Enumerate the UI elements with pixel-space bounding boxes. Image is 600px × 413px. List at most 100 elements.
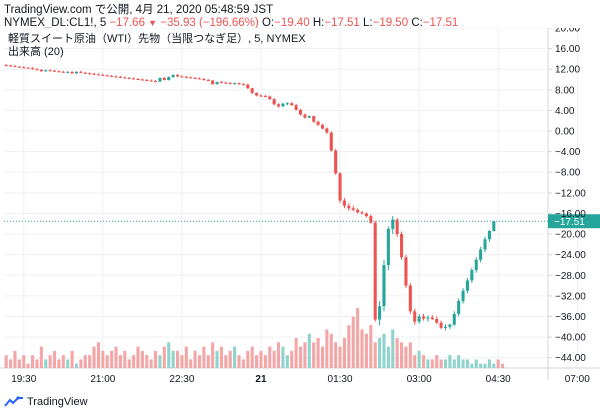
volume-bar xyxy=(83,355,87,368)
volume-bar xyxy=(404,346,408,368)
candle-body xyxy=(430,317,434,320)
volume-bar xyxy=(154,350,158,368)
candle-body xyxy=(329,132,333,151)
candle-body xyxy=(400,234,404,258)
candle-body xyxy=(162,77,166,81)
candle-body xyxy=(219,82,223,84)
volume-bar xyxy=(334,342,338,368)
candle-body xyxy=(246,84,250,89)
price-chart[interactable]: 軽質スイート原油（WTI）先物（当限つなぎ足）, 5, NYMEX 出来高 (2… xyxy=(0,28,600,392)
volume-bar xyxy=(26,363,30,368)
volume-bar xyxy=(474,359,478,368)
candle-body xyxy=(180,76,184,78)
x-tick-label: 07:00 xyxy=(565,374,590,385)
volume-bar xyxy=(114,346,118,368)
x-tick-label: 19:30 xyxy=(11,374,36,385)
candle-body xyxy=(83,72,87,74)
volume-bar xyxy=(457,355,461,368)
volume-bar xyxy=(382,333,386,368)
volume-bar xyxy=(61,355,65,368)
volume-bar xyxy=(70,350,74,368)
volume-bar xyxy=(52,350,57,368)
close-label: C: xyxy=(411,17,423,29)
candle-body xyxy=(448,324,452,327)
volume-bar xyxy=(285,355,289,368)
volume-bar xyxy=(259,350,263,368)
candle-body xyxy=(171,74,175,77)
candle-body xyxy=(435,319,439,323)
volume-bar xyxy=(175,350,180,368)
volume-bars xyxy=(4,308,505,368)
volume-bar xyxy=(452,359,456,368)
volume-bar xyxy=(487,359,491,368)
series-title: 軽質スイート原油（WTI）先物（当限つなぎ足）, 5, NYMEX xyxy=(8,31,306,45)
candle-body xyxy=(461,290,465,302)
volume-bar xyxy=(202,346,206,368)
candle-body xyxy=(347,205,351,209)
y-tick-label: −4.00 xyxy=(555,147,581,158)
y-tick-label: −40.00 xyxy=(555,333,586,344)
footer: TradingView xyxy=(0,394,600,413)
low-value: −19.50 xyxy=(372,17,409,29)
candle-body xyxy=(154,81,158,83)
candle-body xyxy=(492,221,496,231)
volume-bar xyxy=(303,342,307,368)
candle-body xyxy=(351,208,355,210)
change-value: −35.93 (−196.66%) xyxy=(160,17,259,29)
candle-body xyxy=(105,75,109,77)
volume-bar xyxy=(241,359,245,368)
candle-body xyxy=(96,74,100,76)
tradingview-icon xyxy=(4,396,23,407)
volume-bar xyxy=(17,359,21,368)
close-value: −17.51 xyxy=(422,17,459,29)
candle-body xyxy=(193,77,197,79)
volume-bar xyxy=(369,325,373,368)
symbol-label: NYMEX_DL:CL1!, 5 xyxy=(4,17,107,29)
candlesticks xyxy=(4,64,496,331)
volume-bar xyxy=(298,346,303,368)
tradingview-logo[interactable]: TradingView xyxy=(4,396,88,408)
volume-bar xyxy=(492,363,496,368)
volume-bar xyxy=(167,342,171,368)
volume-bar xyxy=(22,355,26,368)
candle-body xyxy=(298,109,303,115)
candle-body xyxy=(211,80,215,85)
candle-body xyxy=(132,78,136,80)
candle-body xyxy=(136,79,140,80)
volume-bar xyxy=(364,333,368,368)
candle-body xyxy=(13,66,17,68)
volume-bar xyxy=(501,363,505,368)
candle-body xyxy=(149,80,153,82)
volume-bar xyxy=(123,350,127,368)
y-tick-label: −32.00 xyxy=(555,291,586,302)
volume-bar xyxy=(219,346,223,368)
chart-header: TradingView.com で公開, 4月 21, 2020 05:48:5… xyxy=(0,0,600,34)
candle-body xyxy=(22,67,26,69)
volume-bar xyxy=(307,333,311,368)
volume-bar xyxy=(347,325,351,368)
volume-bar xyxy=(162,346,166,368)
y-tick-label: −16.00 xyxy=(555,209,586,220)
volume-bar xyxy=(400,342,404,368)
volume-bar xyxy=(417,350,421,368)
volume-bar xyxy=(386,346,390,368)
candle-body xyxy=(281,103,285,107)
time-axis[interactable]: 19:30 21:00 22:30 21 01:30 03:00 04:30 07:00 xyxy=(11,374,590,385)
candle-body xyxy=(457,301,461,314)
ohlc-summary: NYMEX_DL:CL1!, 5 −17.66 ▼ −35.93 (−196.6… xyxy=(4,16,458,30)
volume-bar xyxy=(250,346,254,368)
candle-body xyxy=(373,222,377,320)
volume-bar xyxy=(88,355,92,368)
volume-bar xyxy=(149,359,153,368)
volume-bar xyxy=(228,350,232,368)
candle-body xyxy=(360,212,364,214)
candle-body xyxy=(316,121,320,125)
y-tick-label: 8.00 xyxy=(555,85,575,96)
candle-body xyxy=(26,67,30,69)
candle-body xyxy=(250,88,254,93)
price-axis[interactable]: 20.00 16.00 12.00 8.00 4.00 0.00 −4.00 −8.00 −12… xyxy=(548,28,586,364)
y-tick-label: 4.00 xyxy=(555,106,575,117)
candle-body xyxy=(259,95,263,97)
y-tick-label: −12.00 xyxy=(555,188,586,199)
volume-bar xyxy=(356,308,360,368)
